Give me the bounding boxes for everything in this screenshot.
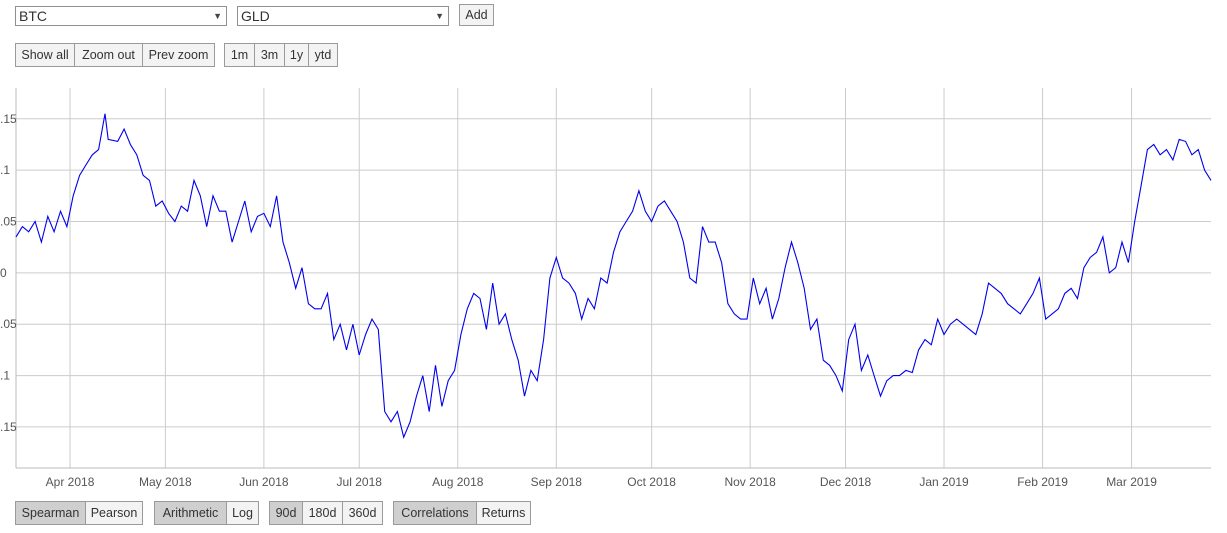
y-tick-label: .15 (0, 420, 17, 434)
chevron-down-icon: ▼ (213, 11, 222, 21)
window-180d-button[interactable]: 180d (303, 502, 343, 524)
chevron-down-icon: ▼ (435, 11, 444, 21)
first-series-value: BTC (19, 8, 47, 24)
returns-button[interactable]: Returns (477, 502, 530, 524)
show-all-button[interactable]: Show all (16, 44, 75, 66)
range-3m-button[interactable]: 3m (255, 44, 285, 66)
x-tick-label: Feb 2019 (1017, 475, 1068, 489)
y-tick-label: .1 (0, 163, 10, 177)
x-tick-label: Jan 2019 (919, 475, 969, 489)
method-toggle: Spearman Pearson (15, 501, 143, 525)
pearson-button[interactable]: Pearson (86, 502, 142, 524)
grid (15, 88, 1211, 469)
x-tick-label: Nov 2018 (724, 475, 776, 489)
range-1m-button[interactable]: 1m (225, 44, 255, 66)
y-tick-label: .15 (0, 112, 17, 126)
window-360d-button[interactable]: 360d (343, 502, 382, 524)
second-series-select[interactable]: GLD ▼ (237, 6, 449, 26)
x-tick-label: Jun 2018 (239, 475, 289, 489)
x-axis-labels: Apr 2018 May 2018 Jun 2018 Jul 2018 Aug 2018… (46, 475, 1158, 489)
range-1y-button[interactable]: 1y (285, 44, 309, 66)
x-tick-label: Jul 2018 (337, 475, 383, 489)
prev-zoom-button[interactable]: Prev zoom (143, 44, 214, 66)
x-tick-label: Mar 2019 (1106, 475, 1157, 489)
first-series-select[interactable]: BTC ▼ (15, 6, 227, 26)
y-tick-label: 0 (0, 266, 7, 280)
log-button[interactable]: Log (227, 502, 258, 524)
mode-toggle: Correlations Returns (393, 501, 531, 525)
scale-toggle: Arithmetic Log (154, 501, 259, 525)
arithmetic-button[interactable]: Arithmetic (155, 502, 227, 524)
zoom-controls: Show all Zoom out Prev zoom (15, 43, 215, 67)
x-tick-label: Sep 2018 (531, 475, 583, 489)
range-ytd-button[interactable]: ytd (309, 44, 337, 66)
correlations-button[interactable]: Correlations (394, 502, 477, 524)
x-tick-label: Apr 2018 (46, 475, 95, 489)
y-tick-label: .05 (0, 215, 17, 229)
y-tick-label: .05 (0, 317, 17, 331)
add-button[interactable]: Add (459, 4, 494, 26)
zoom-out-button[interactable]: Zoom out (75, 44, 143, 66)
y-axis-labels: .15 .1 .05 0 .05 .1 .15 (0, 112, 17, 434)
x-tick-label: Aug 2018 (432, 475, 484, 489)
correlation-series-line (15, 113, 1212, 439)
window-90d-button[interactable]: 90d (270, 502, 303, 524)
correlation-chart: .15 .1 .05 0 .05 .1 .15 Apr 2018 May 2018 Jun 20… (0, 88, 1212, 489)
x-tick-label: Dec 2018 (820, 475, 872, 489)
spearman-button[interactable]: Spearman (16, 502, 86, 524)
x-tick-label: Oct 2018 (627, 475, 676, 489)
x-tick-label: May 2018 (139, 475, 192, 489)
y-tick-label: .1 (0, 369, 10, 383)
range-buttons: 1m 3m 1y ytd (224, 43, 338, 67)
second-series-value: GLD (241, 8, 270, 24)
window-toggle: 90d 180d 360d (269, 501, 383, 525)
